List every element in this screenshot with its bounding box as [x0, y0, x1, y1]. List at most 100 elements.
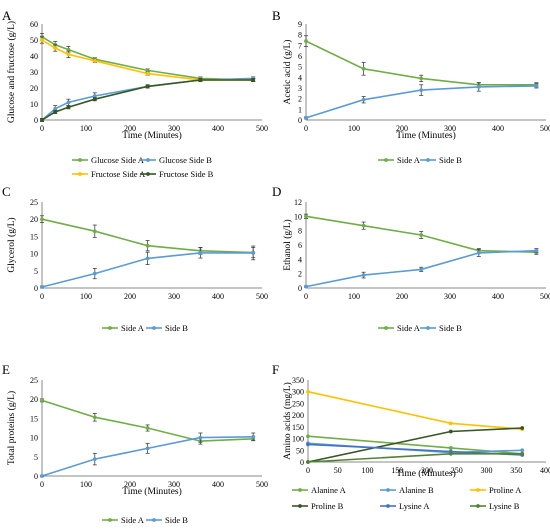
- y-tick-label: 60: [30, 20, 38, 29]
- y-tick-label: 5: [34, 453, 38, 462]
- x-tick-label: 100: [80, 124, 92, 133]
- y-axis-label: Amino acids (mg/L): [282, 382, 293, 460]
- legend-marker: [426, 326, 430, 330]
- x-tick-label: 350: [510, 466, 522, 475]
- legend-label: Side B: [439, 323, 462, 333]
- x-tick-label: 500: [540, 292, 550, 301]
- x-tick-label: 200: [396, 124, 408, 133]
- chart-panel-c: C 0 100 200 300 400 500 0 5 10 15 20 25 Glycerol (g/L…: [2, 184, 268, 333]
- y-tick-label: 4: [298, 73, 302, 82]
- data-point: [448, 429, 453, 434]
- x-tick-label: 500: [540, 124, 550, 133]
- y-tick-label: 20: [30, 84, 38, 93]
- y-tick-label: 1: [298, 105, 302, 114]
- data-point: [66, 52, 71, 57]
- legend-label: Alanine A: [311, 485, 347, 495]
- y-tick-label: 250: [292, 399, 304, 408]
- y-tick-label: 0: [34, 116, 38, 125]
- y-tick-label: 100: [292, 435, 304, 444]
- data-point: [419, 233, 424, 237]
- legend-marker: [108, 326, 112, 330]
- data-point: [306, 434, 310, 439]
- data-point: [361, 273, 366, 277]
- x-tick-label: 300: [444, 292, 456, 301]
- y-tick-label: 15: [30, 414, 38, 423]
- y-tick-label: 5: [34, 267, 38, 276]
- legend-label: Side B: [165, 515, 188, 525]
- legend-marker: [108, 518, 112, 522]
- data-point: [92, 97, 97, 102]
- x-tick-label: 200: [124, 124, 136, 133]
- data-point: [419, 88, 424, 93]
- x-tick-label: 200: [396, 292, 408, 301]
- x-tick-label: 300: [168, 480, 180, 489]
- y-tick-label: 20: [30, 215, 38, 224]
- x-tick-label: 0: [304, 124, 308, 133]
- x-tick-label: 400: [212, 124, 224, 133]
- x-tick-label: 0: [304, 292, 308, 301]
- y-axis-label: Acetic acid (g/L): [282, 40, 293, 105]
- y-tick-label: 9: [298, 20, 302, 29]
- y-axis-label: Total proteins (g/L): [6, 391, 17, 465]
- y-axis-label: Ethanol (g/L): [282, 219, 293, 270]
- panel-letter: E: [2, 362, 10, 377]
- y-tick-label: 300: [292, 388, 304, 397]
- data-point: [534, 83, 539, 88]
- data-point: [198, 78, 203, 82]
- x-tick-label: 100: [362, 466, 374, 475]
- data-point: [40, 118, 44, 122]
- data-point: [92, 229, 97, 234]
- x-tick-label: 300: [444, 124, 456, 133]
- legend-label: Side A: [397, 323, 421, 333]
- y-tick-label: 0: [34, 472, 38, 481]
- x-tick-label: 50: [334, 466, 342, 475]
- legend-label: Proline A: [489, 485, 522, 495]
- data-point: [92, 457, 97, 462]
- panel-letter: D: [272, 184, 281, 199]
- x-tick-label: 100: [348, 124, 360, 133]
- legend-marker: [298, 504, 302, 508]
- data-point: [419, 76, 424, 81]
- y-tick-label: 0: [298, 284, 302, 293]
- data-point: [304, 284, 308, 289]
- x-tick-label: 0: [40, 124, 44, 133]
- data-point: [448, 451, 453, 456]
- panel-letter: C: [2, 184, 11, 199]
- legend-label: Fructose Side B: [159, 169, 214, 179]
- y-tick-label: 6: [298, 241, 302, 250]
- data-point: [448, 446, 453, 450]
- y-tick-label: 7: [298, 41, 302, 50]
- data-point: [145, 256, 150, 261]
- legend-label: Glucose Side B: [159, 155, 212, 165]
- y-tick-label: 4: [298, 255, 302, 264]
- y-tick-label: 50: [30, 36, 38, 45]
- data-point: [251, 434, 256, 439]
- data-point: [198, 251, 203, 255]
- y-tick-label: 5: [298, 63, 302, 72]
- x-tick-label: 100: [80, 292, 92, 301]
- y-tick-label: 10: [30, 100, 38, 109]
- panel-letter: A: [2, 8, 12, 23]
- legend-label: Side A: [121, 323, 145, 333]
- y-tick-label: 200: [292, 411, 304, 420]
- y-tick-label: 3: [298, 84, 302, 93]
- data-point: [520, 426, 525, 430]
- legend-label: Side B: [165, 323, 188, 333]
- x-tick-label: 200: [124, 292, 136, 301]
- data-point: [520, 451, 525, 456]
- y-tick-label: 25: [30, 376, 38, 385]
- data-point: [198, 435, 203, 440]
- data-point: [145, 243, 150, 248]
- data-point: [361, 97, 366, 102]
- chart-panel-e: E 0 100 200 300 400 500 0 5 10 15 20 25 Time (Minutes…: [2, 362, 268, 525]
- data-point: [534, 248, 539, 253]
- data-point: [66, 105, 71, 110]
- series-line: [307, 390, 523, 430]
- data-point: [306, 460, 310, 464]
- y-tick-label: 10: [30, 434, 38, 443]
- series-line: [41, 436, 254, 477]
- data-point: [361, 66, 366, 71]
- data-point: [306, 442, 310, 447]
- y-tick-label: 2: [298, 95, 302, 104]
